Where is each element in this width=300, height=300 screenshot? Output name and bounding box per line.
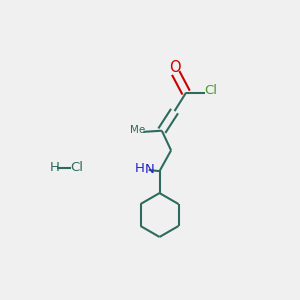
Text: Cl: Cl <box>70 161 84 174</box>
Text: Cl: Cl <box>204 84 217 97</box>
Text: N: N <box>144 163 154 176</box>
Text: H: H <box>134 162 144 175</box>
Text: H: H <box>50 161 59 174</box>
Text: Me: Me <box>130 124 145 135</box>
Text: O: O <box>169 60 180 75</box>
